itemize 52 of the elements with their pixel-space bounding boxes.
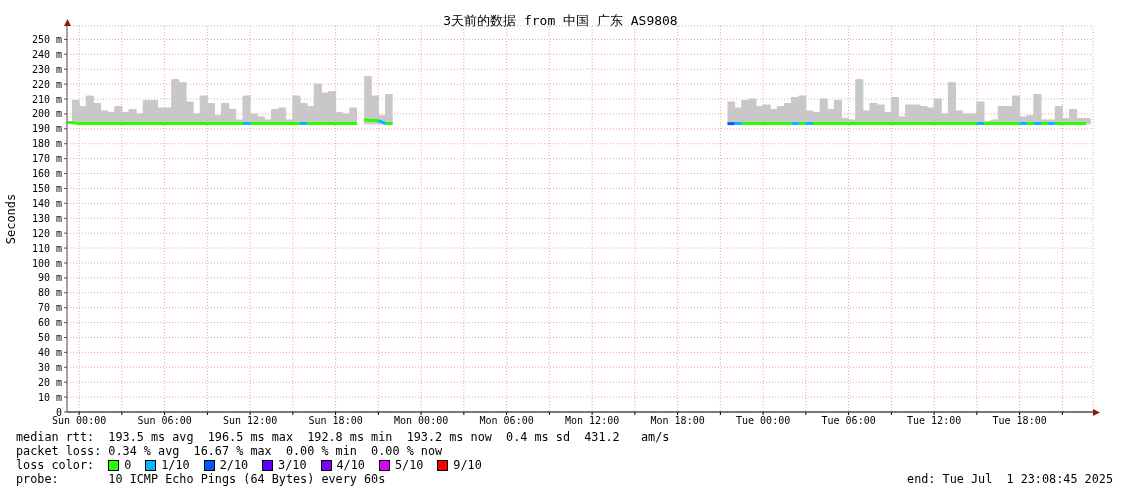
legend-label: 1/10 <box>161 458 190 472</box>
y-tick-label: 160 m <box>31 168 62 180</box>
y-tick-label: 90 m <box>37 272 62 284</box>
x-tick-label: Tue 00:00 <box>736 415 791 427</box>
y-tick-label: 70 m <box>37 302 62 314</box>
y-tick-label: 190 m <box>31 123 62 135</box>
y-tick-label: 220 m <box>31 78 62 90</box>
y-tick-label: 140 m <box>31 197 62 209</box>
y-tick-label: 240 m <box>31 48 62 60</box>
x-tick-label: Mon 12:00 <box>565 415 620 427</box>
y-tick-label: 180 m <box>31 138 62 150</box>
y-tick-label: 230 m <box>31 63 62 75</box>
x-tick-label: Sun 12:00 <box>223 415 278 427</box>
y-tick-label: 0 <box>55 406 62 418</box>
legend-label: 5/10 <box>394 458 424 472</box>
y-tick-label: 100 m <box>31 257 62 269</box>
x-tick-label: Mon 18:00 <box>650 415 705 427</box>
text: probe: 10 ICMP Echo Pings (64 Bytes) every 60s <box>16 472 386 486</box>
y-tick-label: 200 m <box>31 108 62 120</box>
text: packet loss: 0.34 % avg 16.67 % max 0.00 % min 0.00 % now <box>16 444 444 458</box>
x-tick-label: Tue 12:00 <box>907 415 962 427</box>
y-tick-label: 20 m <box>37 376 62 388</box>
y-tick-label: 30 m <box>37 361 62 373</box>
y-tick-label: 210 m <box>31 93 62 105</box>
y-tick-label: 60 m <box>37 317 62 329</box>
legend-label: 2/10 <box>219 458 249 472</box>
chart-title: 3天前的数据 from 中国 广东 AS9808 <box>442 13 679 29</box>
y-tick-label: 130 m <box>31 212 62 224</box>
x-tick-label: Sun 18:00 <box>308 415 363 427</box>
x-tick-label: Tue 06:00 <box>821 415 876 427</box>
y-tick-label: 150 m <box>31 183 62 194</box>
y-tick-label: 250 m <box>31 33 62 45</box>
text: median rtt: 193.5 ms avg 196.5 ms max 192.8 ms min 193.2 ms now 0.4 ms sd 431.2 am/s <box>16 430 671 444</box>
y-tick-label: 170 m <box>31 153 62 165</box>
legend-label: 4/10 <box>336 458 365 472</box>
x-tick-label: Mon 00:00 <box>394 415 449 427</box>
legend-label: 9/10 <box>453 458 482 472</box>
x-tick-label: Tue 18:00 <box>992 415 1047 427</box>
y-tick-label: 50 m <box>37 332 62 344</box>
y-tick-label: 80 m <box>37 287 62 299</box>
legend-label: 0 <box>124 458 132 472</box>
y-tick-label: 120 m <box>31 227 62 239</box>
y-tick-label: 110 m <box>31 242 62 254</box>
legend-title: loss color: <box>16 458 95 472</box>
legend-label: 3/10 <box>278 458 307 472</box>
y-tick-label: 10 m <box>37 391 62 403</box>
x-tick-label: Mon 06:00 <box>479 415 534 427</box>
text: end: Tue Jul 1 23:08:45 2025 <box>907 472 1113 486</box>
x-tick-label: Sun 06:00 <box>137 415 192 427</box>
y-axis-title: Seconds <box>3 193 19 245</box>
y-tick-label: 40 m <box>37 346 62 358</box>
x-tick-label: Sun 00:00 <box>52 415 107 427</box>
